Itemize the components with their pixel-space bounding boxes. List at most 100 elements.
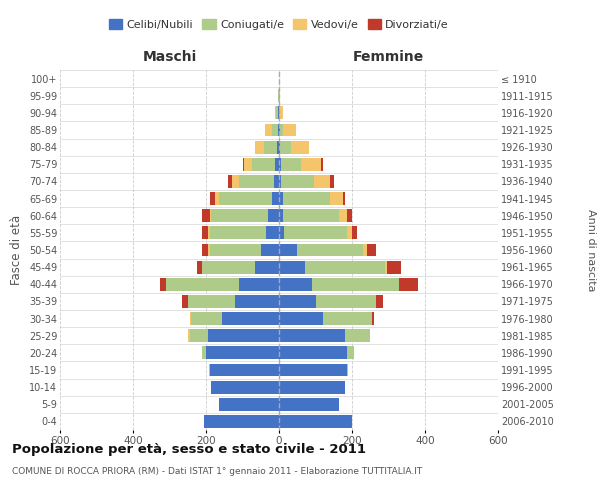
Bar [239,175,274,188]
Bar [314,175,330,188]
Bar [166,278,239,290]
Bar [279,364,347,376]
Bar [255,140,265,153]
Bar [279,158,281,170]
Text: Maschi: Maschi [142,50,197,64]
Bar [376,295,383,308]
Bar [204,415,279,428]
Bar [279,330,344,342]
Bar [272,192,279,205]
Bar [305,260,385,274]
Bar [291,140,309,153]
Bar [297,244,363,256]
Text: Anni di nascita: Anni di nascita [586,209,596,291]
Bar [347,210,352,222]
Bar [343,192,344,205]
Bar [352,226,358,239]
Bar [275,158,279,170]
Bar [321,158,323,170]
Bar [279,415,352,428]
Bar [312,278,400,290]
Y-axis label: Fasce di età: Fasce di età [10,215,23,285]
Bar [208,226,209,239]
Bar [279,346,347,360]
Bar [272,124,278,136]
Bar [347,346,354,360]
Bar [265,124,272,136]
Bar [277,106,278,120]
Bar [266,226,279,239]
Bar [209,364,279,376]
Bar [202,346,206,360]
Bar [279,295,316,308]
Bar [279,260,305,274]
Bar [279,226,284,239]
Text: Popolazione per età, sesso e stato civile - 2011: Popolazione per età, sesso e stato civil… [12,442,366,456]
Bar [190,330,208,342]
Bar [279,192,283,205]
Bar [235,295,279,308]
Bar [206,346,279,360]
Bar [242,158,244,170]
Bar [190,312,191,325]
Bar [279,380,344,394]
Bar [197,260,202,274]
Bar [261,244,279,256]
Bar [279,398,339,410]
Bar [244,158,251,170]
Bar [188,330,190,342]
Bar [211,380,279,394]
Bar [316,295,376,308]
Bar [372,312,374,325]
Bar [280,124,283,136]
Bar [209,192,215,205]
Bar [339,210,347,222]
Bar [363,244,367,256]
Bar [191,312,223,325]
Bar [347,364,349,376]
Bar [323,312,372,325]
Legend: Celibi/Nubili, Coniugati/e, Vedovi/e, Divorziati/e: Celibi/Nubili, Coniugati/e, Vedovi/e, Di… [104,14,454,34]
Bar [344,330,370,342]
Bar [265,140,277,153]
Bar [160,278,166,290]
Bar [209,210,211,222]
Bar [202,260,255,274]
Bar [239,278,279,290]
Bar [330,175,334,188]
Bar [202,226,208,239]
Bar [344,380,346,394]
Bar [284,226,347,239]
Bar [279,210,283,222]
Bar [385,260,386,274]
Bar [279,278,312,290]
Bar [279,244,297,256]
Bar [208,330,279,342]
Bar [280,106,283,120]
Bar [182,295,188,308]
Bar [209,226,266,239]
Bar [283,124,296,136]
Bar [283,192,330,205]
Bar [330,192,343,205]
Bar [251,158,275,170]
Text: Femmine: Femmine [353,50,424,64]
Bar [228,175,232,188]
Bar [275,106,277,120]
Bar [281,158,301,170]
Bar [280,140,291,153]
Bar [347,226,352,239]
Bar [208,244,209,256]
Bar [255,260,279,274]
Bar [211,210,268,222]
Bar [202,210,209,222]
Bar [279,124,280,136]
Bar [279,140,280,153]
Bar [400,278,418,290]
Bar [232,175,239,188]
Bar [209,244,261,256]
Bar [202,244,208,256]
Bar [215,192,219,205]
Bar [278,124,279,136]
Bar [279,175,281,188]
